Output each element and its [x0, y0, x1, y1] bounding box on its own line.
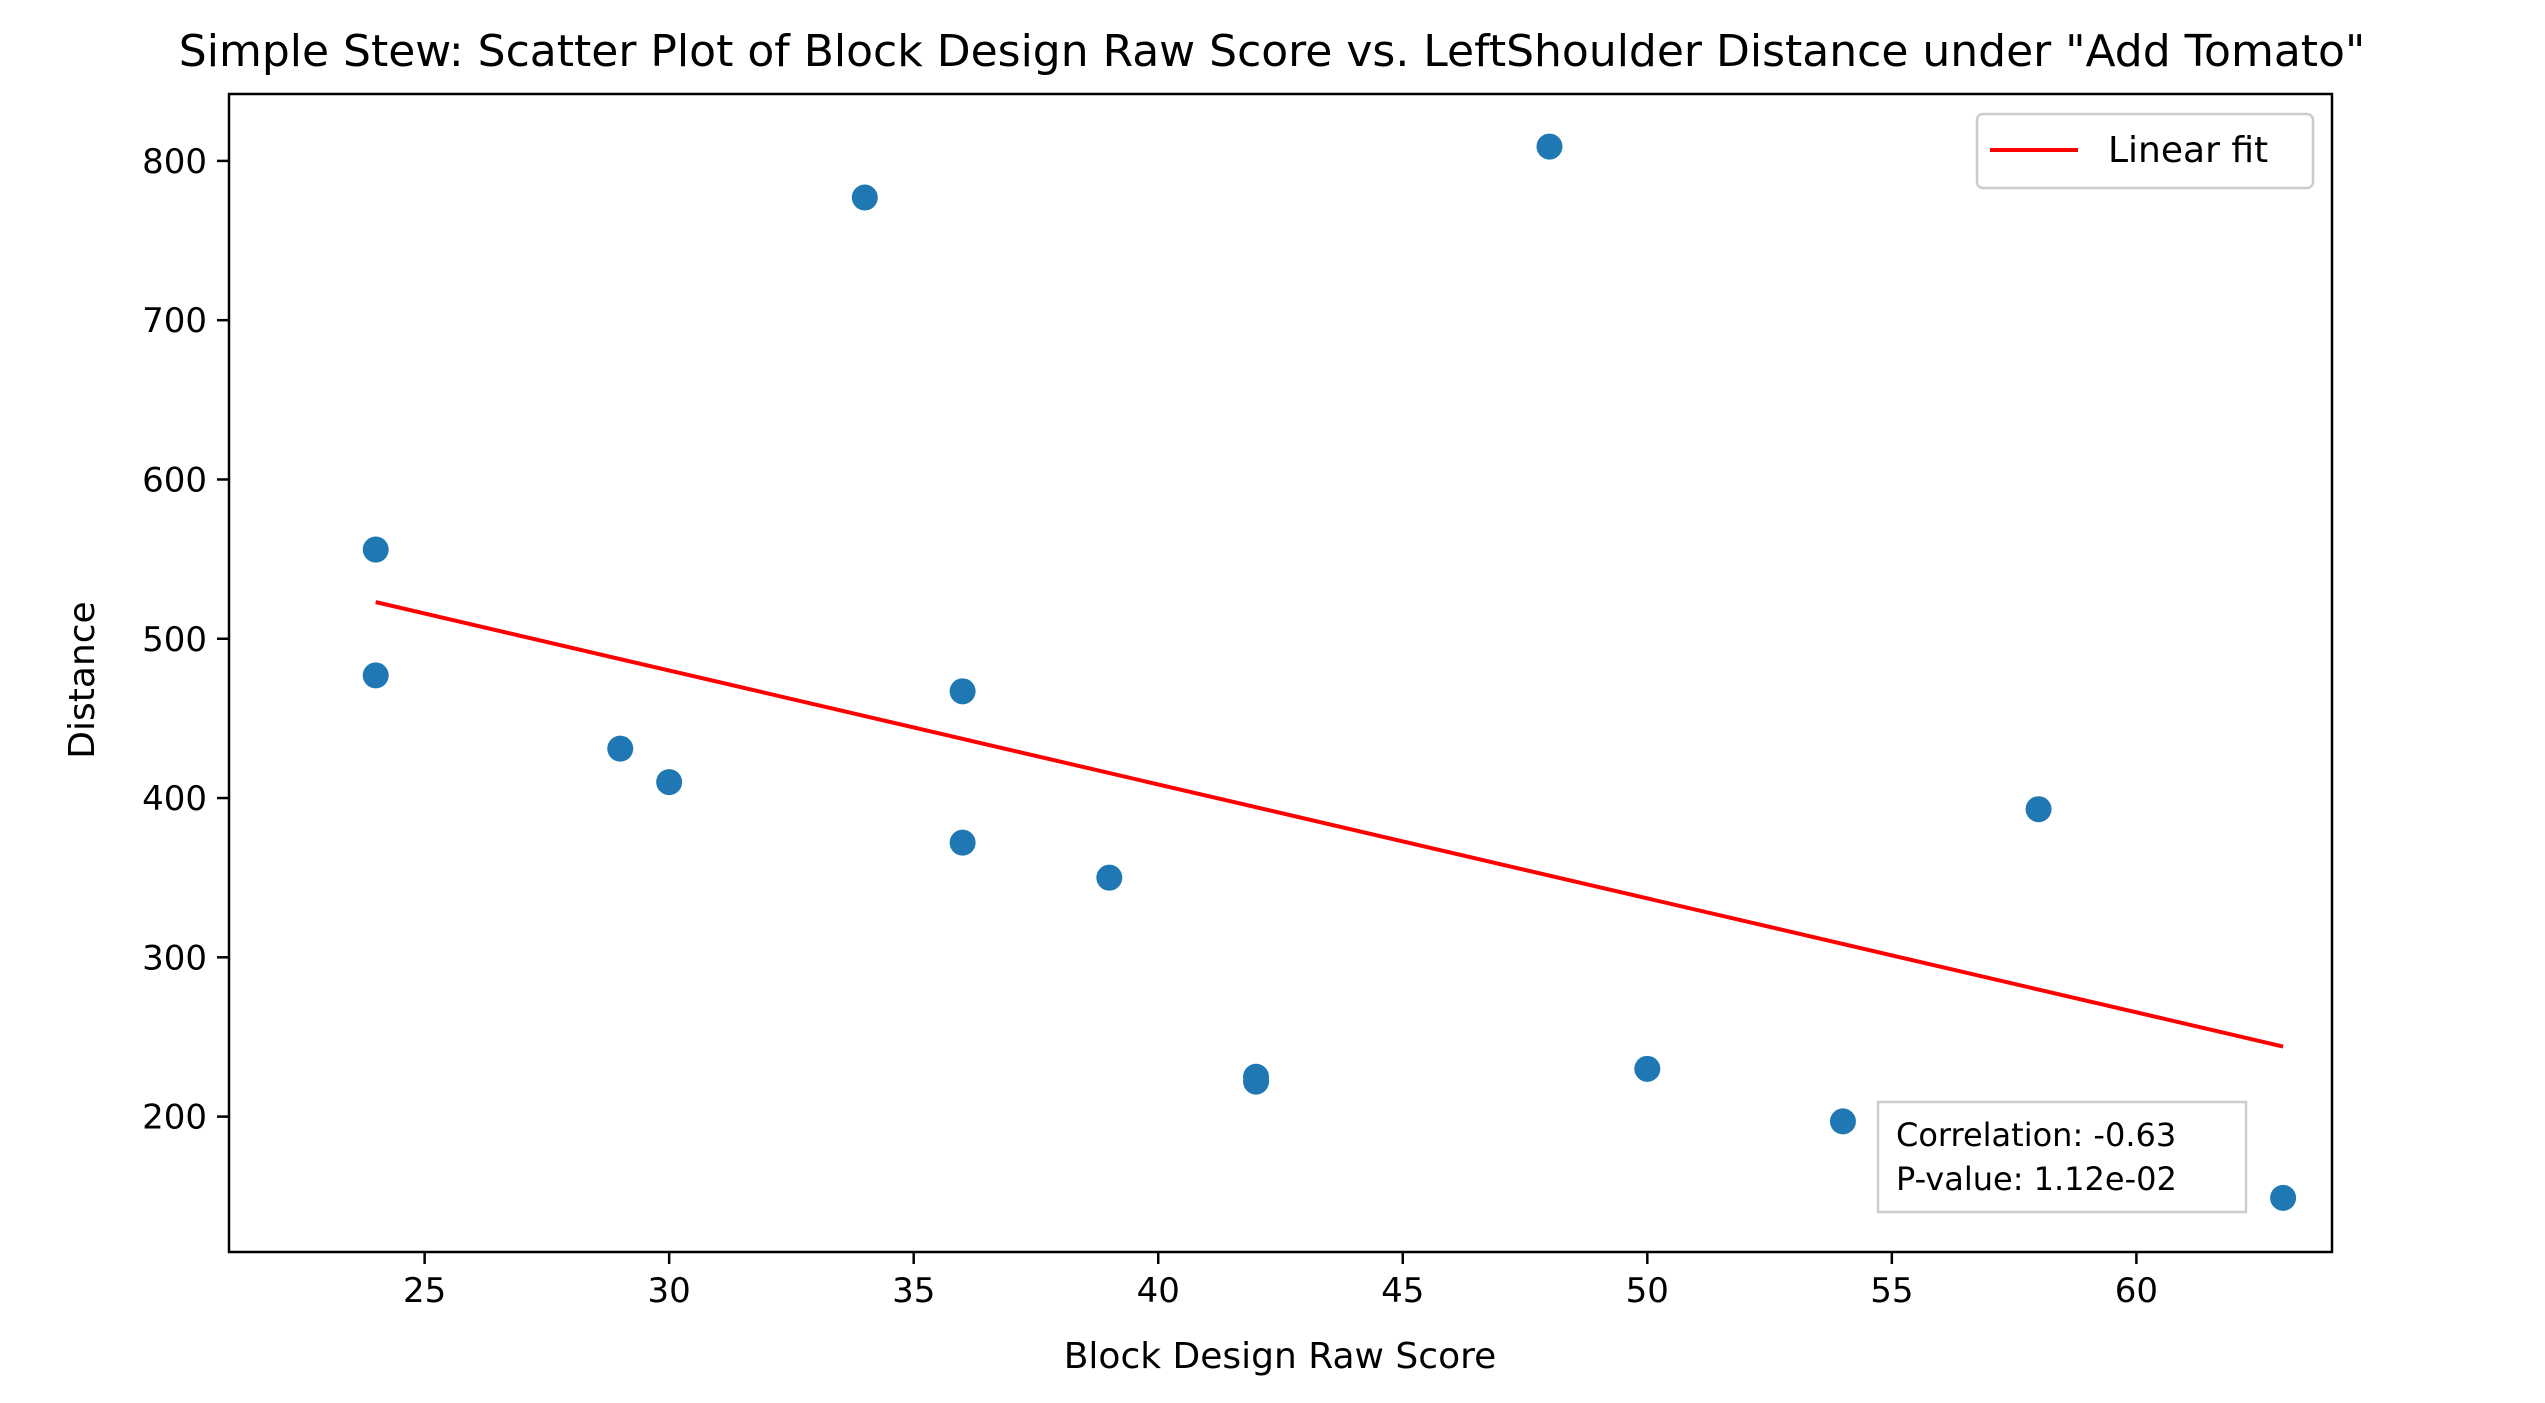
x-axis: 25 30 35 40 45 50 55 60 — [403, 1252, 2158, 1311]
x-tick-label-55: 55 — [1870, 1271, 1913, 1311]
annotation-box — [1876, 1100, 2248, 1214]
y-tick-label-600: 600 — [142, 460, 207, 500]
y-tick-label-800: 800 — [142, 142, 207, 182]
scatter-point-12 — [1829, 1108, 1856, 1135]
x-tick-label-40: 40 — [1137, 1271, 1180, 1311]
legend-box — [1975, 112, 2315, 190]
scatter-point-11 — [1634, 1055, 1661, 1082]
scatter-point-3 — [656, 769, 683, 796]
p-value-text: P-value: 1.12e-02 — [1896, 1160, 2177, 1198]
x-tick-label-50: 50 — [1626, 1271, 1669, 1311]
scatter-point-14 — [2270, 1184, 2297, 1211]
x-tick-label-45: 45 — [1381, 1271, 1424, 1311]
y-tick-label-700: 700 — [142, 301, 207, 341]
linear-fit-line — [375, 600, 2284, 1049]
scatter-point-10 — [1536, 133, 1563, 160]
plot-frame — [227, 92, 2334, 1254]
scatter-point-4 — [851, 184, 878, 211]
scatter-point-0 — [362, 536, 389, 563]
scatter-point-6 — [949, 829, 976, 856]
legend: Linear fit — [1975, 112, 2315, 190]
stats-annotation: Correlation: -0.63 P-value: 1.12e-02 — [1876, 1100, 2248, 1214]
scatter-point-2 — [607, 735, 634, 762]
scatter-point-5 — [949, 678, 976, 705]
y-tick-label-400: 400 — [142, 779, 207, 819]
chart-title: Simple Stew: Scatter Plot of Block Desig… — [179, 26, 2365, 77]
x-tick-label-25: 25 — [403, 1271, 446, 1311]
x-tick-label-30: 30 — [648, 1271, 691, 1311]
x-tick-label-60: 60 — [2115, 1271, 2158, 1311]
scatter-point-13 — [2025, 796, 2052, 823]
y-axis: 200 300 400 500 600 700 800 — [142, 142, 229, 1138]
scatter-point-7 — [1096, 864, 1123, 891]
y-tick-label-200: 200 — [142, 1098, 207, 1138]
plot-area — [362, 133, 2297, 1211]
y-tick-label-500: 500 — [142, 620, 207, 660]
legend-entry-linear-fit: Linear fit — [2108, 130, 2268, 171]
y-tick-label-300: 300 — [142, 938, 207, 978]
scatter-point-1 — [362, 662, 389, 689]
y-axis-label: Distance — [62, 601, 103, 758]
x-tick-label-35: 35 — [892, 1271, 935, 1311]
correlation-text: Correlation: -0.63 — [1896, 1116, 2176, 1154]
scatter-point-9 — [1243, 1068, 1270, 1095]
x-axis-label: Block Design Raw Score — [1064, 1336, 1497, 1377]
